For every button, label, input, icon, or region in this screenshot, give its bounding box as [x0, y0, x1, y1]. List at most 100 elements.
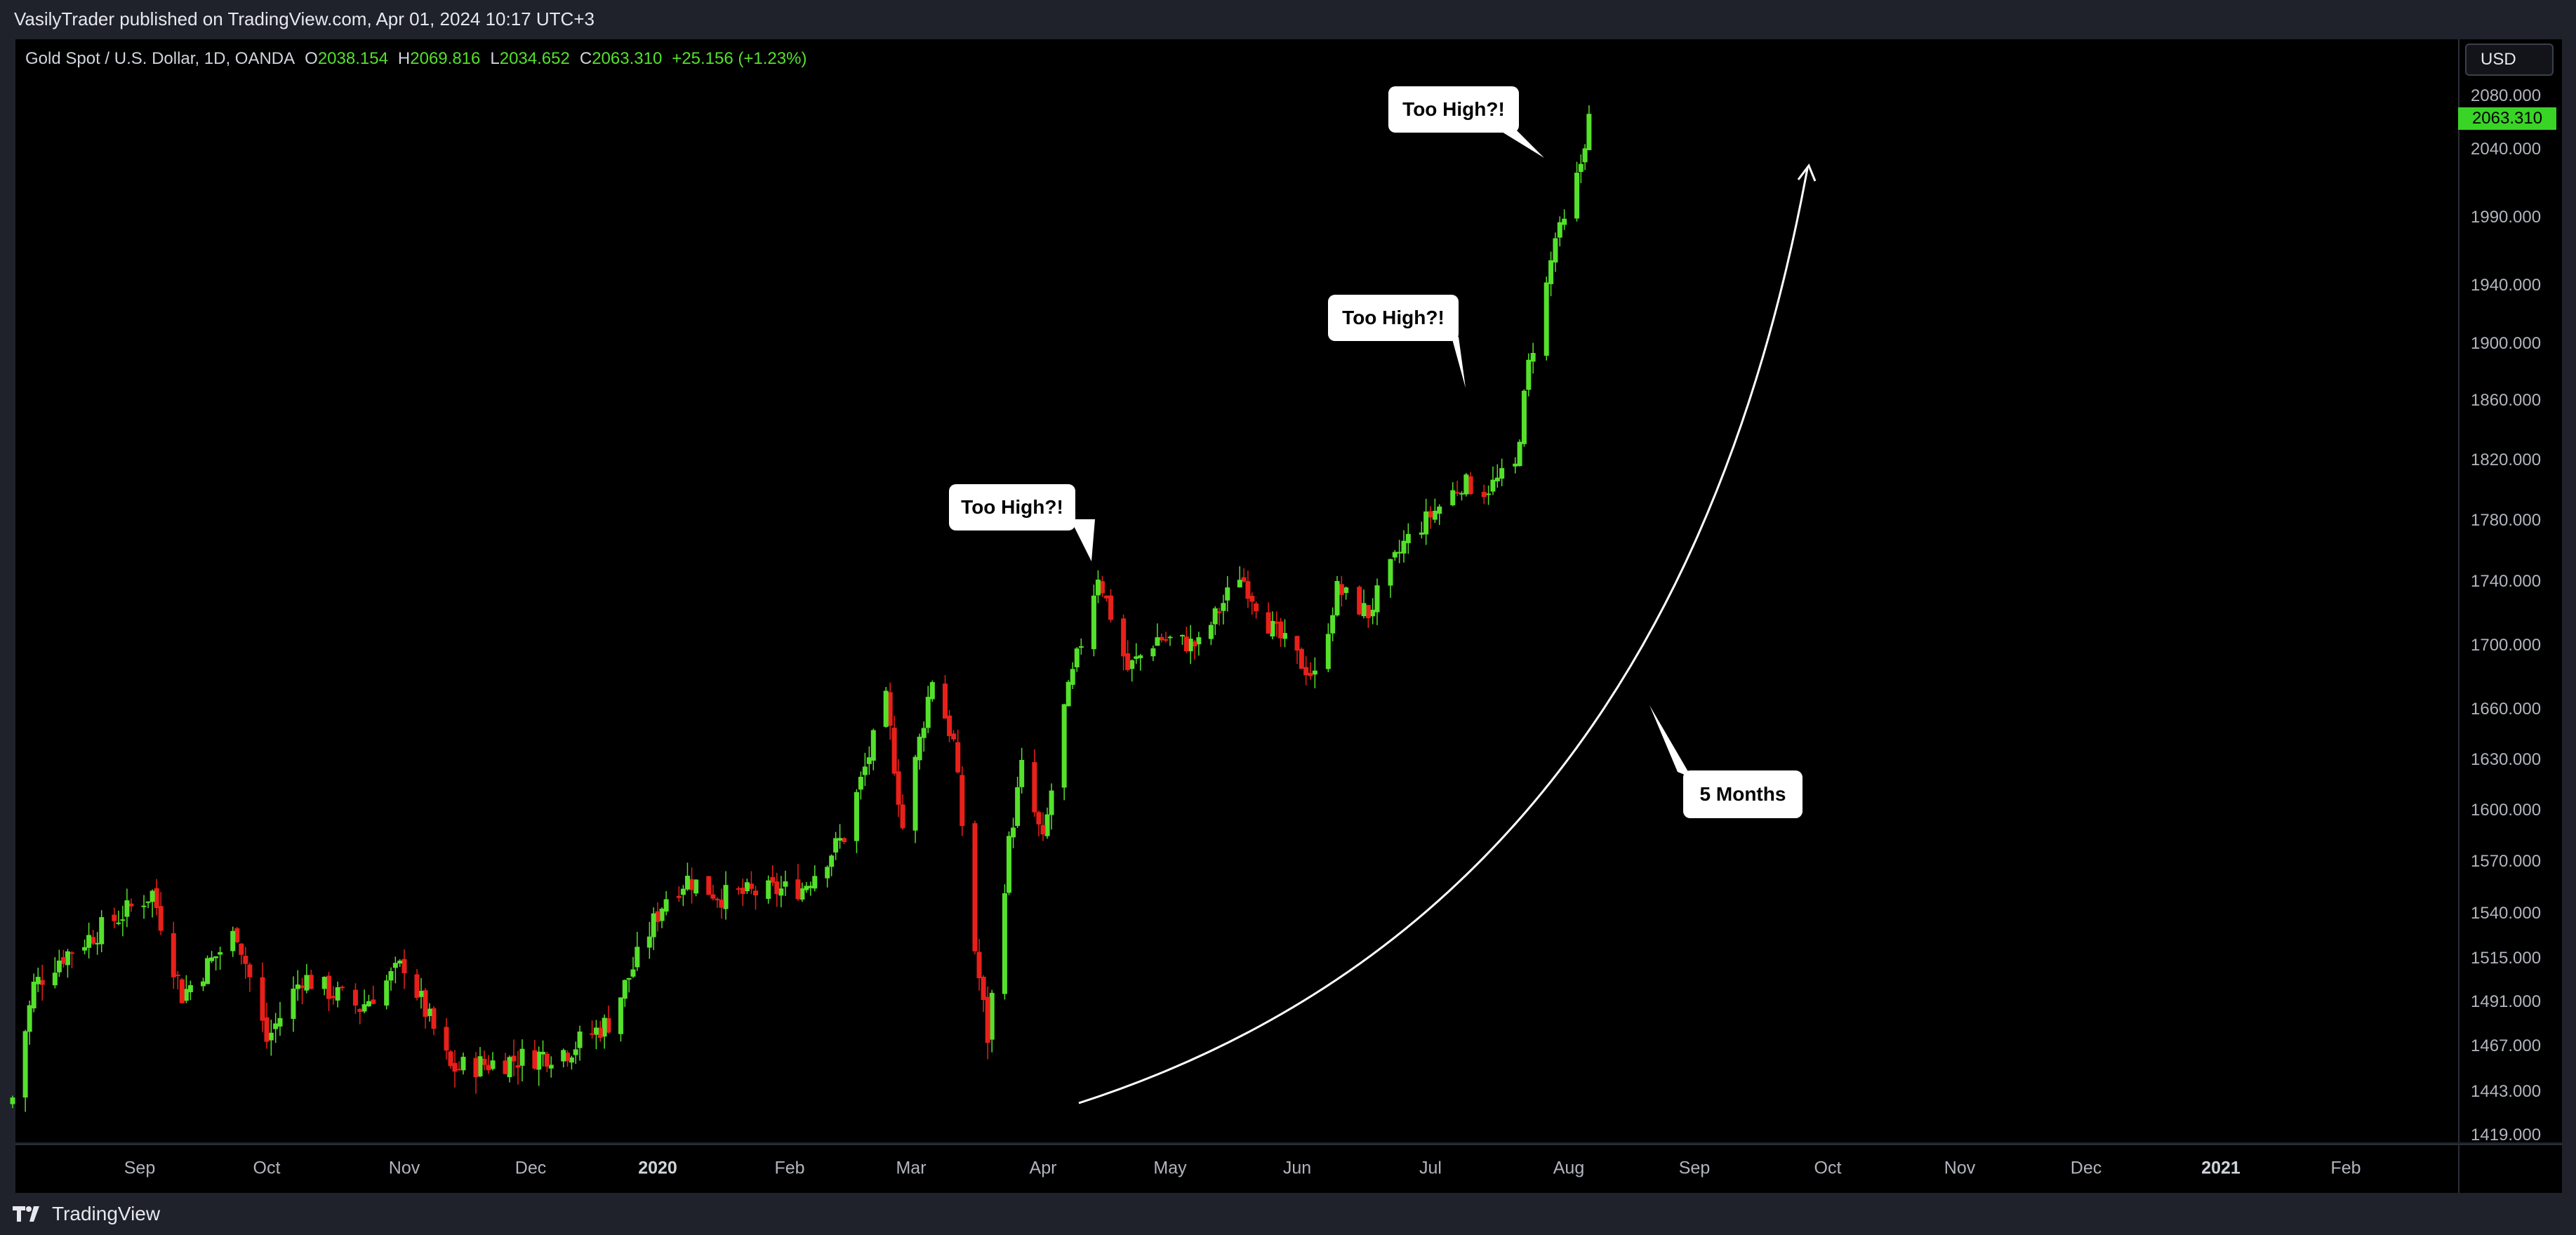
candle-body: [1401, 540, 1407, 554]
candle-body: [891, 728, 897, 774]
candle-body: [1065, 681, 1071, 707]
candle-body: [339, 987, 345, 989]
candle-body: [955, 742, 961, 773]
candle-body: [124, 900, 130, 917]
candle-body: [795, 879, 801, 900]
candle-body: [1392, 552, 1397, 558]
candle-body: [783, 881, 788, 887]
callout-too-high-2[interactable]: Too High?!: [1328, 295, 1459, 341]
candle-body: [418, 991, 424, 997]
candle-body: [1526, 359, 1532, 390]
time-axis-label: Aug: [1553, 1158, 1585, 1178]
candle-body: [1183, 636, 1189, 652]
candle-body: [1138, 655, 1143, 658]
candle-body: [1499, 468, 1505, 479]
tradingview-logo-icon[interactable]: [13, 1205, 45, 1223]
candle-body: [1254, 603, 1259, 612]
candle-body: [1225, 587, 1230, 601]
candle-body: [52, 973, 58, 986]
candle-body: [273, 1023, 279, 1029]
candle-body: [921, 728, 927, 738]
candle-body: [308, 975, 314, 989]
candle-body: [723, 885, 729, 909]
candle-body: [209, 957, 215, 961]
price-axis-label: 1900.000: [2471, 334, 2542, 353]
candle-body: [234, 928, 240, 942]
candle-body: [1490, 479, 1496, 492]
callout-five-months[interactable]: 5 Months: [1683, 770, 1802, 818]
candle-body: [1361, 603, 1367, 617]
candle-body: [1167, 636, 1173, 639]
candle-body: [1002, 893, 1007, 994]
candle-body: [829, 855, 835, 867]
candle-body: [1125, 653, 1131, 670]
candle-body: [247, 964, 253, 977]
chart-pane[interactable]: [15, 39, 2458, 1142]
price-axis-label: 1600.000: [2471, 801, 2542, 820]
low-value: 2034.652: [499, 49, 570, 68]
candle-body: [706, 876, 712, 895]
price-axis-label: 1700.000: [2471, 636, 2542, 655]
candle-body: [213, 956, 219, 959]
candle-body: [1274, 622, 1280, 624]
candle-body: [201, 981, 206, 987]
price-axis[interactable]: [2458, 39, 2562, 1142]
candle-body: [883, 690, 889, 727]
candle-body: [1192, 641, 1197, 647]
candle-body: [300, 985, 305, 989]
candle-body: [1548, 260, 1554, 284]
candle-body: [862, 766, 868, 775]
open-label: O: [305, 49, 318, 68]
candle-body: [870, 730, 876, 761]
close-label: C: [579, 49, 592, 68]
time-axis-label: Dec: [2070, 1158, 2102, 1178]
candle-body: [866, 757, 872, 764]
candle-body: [486, 1064, 491, 1071]
callout-too-high-3[interactable]: Too High?!: [1388, 86, 1519, 133]
candle-body: [239, 943, 244, 955]
candle-body: [1308, 672, 1313, 676]
candle-body: [335, 987, 340, 1001]
published-by-text: VasilyTrader published on TradingView.co…: [14, 8, 595, 29]
price-axis-label: 1630.000: [2471, 750, 2542, 769]
candle-body: [1294, 636, 1300, 651]
price-axis-label: 2040.000: [2471, 140, 2542, 159]
candle-body: [1049, 790, 1054, 815]
brand-name[interactable]: TradingView: [52, 1203, 161, 1224]
candle-body: [630, 969, 636, 977]
candle-body: [388, 970, 394, 981]
candle-body: [536, 1051, 542, 1070]
candle-body: [565, 1053, 571, 1062]
candle-body: [1015, 787, 1021, 827]
callout-pointer-2: [1452, 337, 1466, 388]
candle-body: [366, 1001, 371, 1007]
candle-body: [230, 930, 236, 952]
trend-arrow-head: [1797, 163, 1817, 182]
price-axis-label: 1491.000: [2471, 992, 2542, 1011]
candle-body: [812, 876, 818, 889]
candle-body: [1459, 493, 1464, 495]
candle-body: [1578, 163, 1584, 173]
candle-body: [626, 977, 632, 980]
currency-button[interactable]: USD: [2465, 44, 2554, 76]
time-axis-label: Mar: [896, 1158, 927, 1178]
candle-body: [95, 942, 100, 944]
candle-body: [444, 1027, 449, 1051]
candle-body: [384, 980, 390, 1006]
candle-body: [179, 979, 185, 1003]
candle-body: [1374, 585, 1380, 613]
candle-body: [1270, 620, 1275, 636]
candle-body: [1454, 492, 1460, 494]
candle-body: [352, 989, 358, 1006]
callout-too-high-1[interactable]: Too High?!: [949, 484, 1075, 530]
candle-body: [448, 1051, 453, 1067]
candle-body: [766, 880, 771, 899]
candle-body: [896, 771, 901, 805]
time-axis[interactable]: [15, 1144, 2458, 1194]
time-axis-label: 2020: [638, 1158, 677, 1178]
candle-body: [31, 982, 36, 1009]
price-axis-label: 1515.000: [2471, 949, 2542, 968]
candle-body: [423, 990, 428, 1017]
candle-body: [1155, 637, 1160, 646]
